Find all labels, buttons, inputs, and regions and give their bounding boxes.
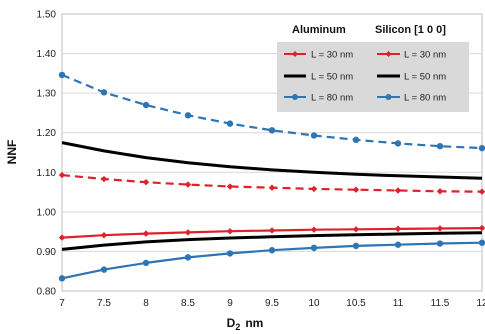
legend-entry-label: L = 30 nm — [404, 50, 446, 61]
data-point — [436, 188, 444, 195]
series-5 — [58, 71, 485, 152]
y-tick-label: 1.00 — [37, 207, 57, 218]
data-point — [226, 120, 234, 127]
x-tick-label: 11 — [393, 298, 404, 309]
data-point — [352, 186, 360, 193]
data-point — [58, 71, 66, 79]
y-tick-label: 1.20 — [37, 128, 57, 139]
x-tick-label: 10 — [308, 298, 320, 309]
y-tick-label: 1.50 — [37, 10, 57, 21]
data-point — [58, 275, 66, 282]
series-line — [61, 231, 483, 251]
legend-entry-label: L = 80 nm — [404, 93, 446, 104]
x-tick-label: 9 — [227, 298, 233, 309]
x-axis-label: D2 nm — [227, 316, 264, 332]
x-tick-label: 9.5 — [265, 298, 279, 309]
data-point — [394, 241, 402, 248]
series-line — [61, 141, 483, 180]
legend: Aluminum Silicon [1 0 0] L = 30 nm L = 50… — [277, 24, 469, 112]
legend-group-aluminum: Aluminum — [292, 24, 346, 36]
data-point — [100, 175, 108, 183]
data-point — [184, 254, 192, 261]
x-tick-label: 7 — [59, 298, 65, 309]
data-point — [226, 250, 234, 257]
data-point — [184, 181, 192, 188]
data-point — [478, 224, 485, 232]
data-point — [142, 259, 150, 267]
legend-box — [277, 42, 469, 112]
data-point — [142, 178, 150, 186]
legend-entry-label: L = 50 nm — [311, 72, 353, 83]
y-tick-label: 1.40 — [37, 49, 57, 60]
legend-marker — [385, 51, 392, 57]
legend-entry-label: L = 30 nm — [311, 50, 353, 61]
data-point — [394, 140, 402, 147]
legend-marker — [292, 94, 298, 100]
data-point — [310, 132, 318, 139]
data-point — [310, 244, 318, 252]
data-point — [436, 142, 444, 150]
data-point — [58, 234, 66, 241]
legend-marker — [292, 51, 298, 57]
data-point — [268, 184, 276, 191]
data-point — [478, 188, 485, 195]
legend-entry-label: L = 50 nm — [404, 72, 446, 83]
data-point — [352, 226, 360, 233]
x-tick-label: 12 — [476, 298, 485, 309]
series-3 — [58, 171, 485, 195]
data-point — [268, 247, 276, 254]
data-point — [394, 187, 402, 194]
data-point — [142, 230, 150, 237]
y-tick-label: 0.90 — [37, 247, 57, 258]
legend-marker — [385, 94, 392, 100]
x-tick-label: 10.5 — [346, 298, 366, 309]
data-point — [478, 144, 485, 152]
y-axis: 0.80 0.90 1.00 1.10 1.20 1.30 1.40 1.50 — [37, 10, 57, 298]
x-axis: 7 7.5 8 8.5 9 9.5 10 10.5 11 11.5 12 — [59, 298, 485, 309]
series-line — [61, 73, 483, 150]
y-tick-label: 0.80 — [37, 287, 57, 298]
data-point — [436, 240, 444, 247]
data-point — [352, 242, 360, 250]
y-tick-label: 1.30 — [37, 89, 57, 100]
legend-group-silicon: Silicon [1 0 0] — [375, 24, 446, 36]
series-2 — [58, 239, 485, 282]
x-tick-label: 8 — [143, 298, 149, 309]
x-tick-label: 11.5 — [431, 298, 450, 309]
data-point — [478, 239, 485, 246]
data-point — [436, 225, 444, 232]
series-4 — [61, 141, 483, 180]
data-point — [226, 183, 234, 190]
data-point — [310, 185, 318, 193]
data-point — [184, 229, 192, 236]
data-point — [394, 225, 402, 233]
data-point — [142, 101, 150, 109]
data-point — [268, 227, 276, 234]
series-1 — [61, 231, 483, 251]
x-axis-label-unit: nm — [245, 316, 263, 330]
x-tick-label: 8.5 — [181, 298, 195, 309]
data-point — [226, 228, 234, 235]
series-0 — [58, 224, 485, 241]
x-tick-label: 7.5 — [97, 298, 111, 309]
series-layer — [58, 71, 485, 282]
y-tick-label: 1.10 — [37, 168, 57, 179]
y-axis-label: NNF — [5, 140, 19, 165]
data-point — [268, 127, 276, 134]
data-point — [100, 266, 108, 273]
data-point — [100, 89, 108, 96]
legend-entry-label: L = 80 nm — [311, 93, 353, 104]
x-axis-label-subscript: 2 — [235, 322, 240, 332]
data-point — [184, 112, 192, 119]
data-point — [100, 232, 108, 239]
data-point — [58, 171, 66, 179]
data-point — [352, 136, 360, 144]
x-axis-label-main: D — [227, 316, 236, 330]
data-point — [310, 226, 318, 233]
